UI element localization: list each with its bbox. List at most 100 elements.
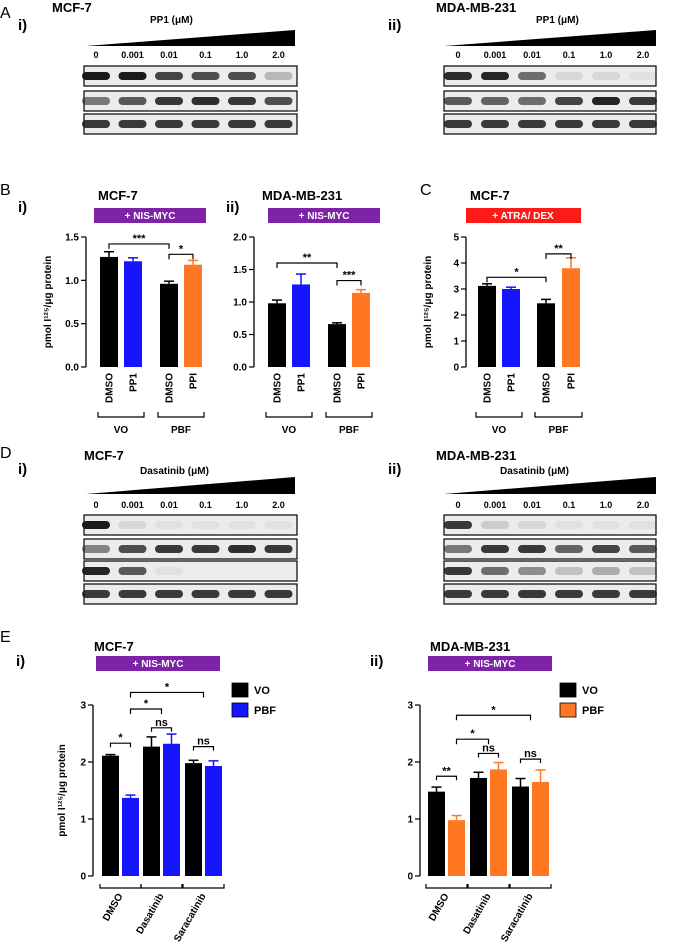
bar — [448, 820, 465, 876]
panel-a: A i) MCF-7 PP1 (μM) 0 0.001 0.01 0.1 1.0 2.0 … — [0, 0, 657, 135]
blot-band — [555, 521, 583, 529]
blot-band — [481, 120, 509, 128]
concentration-label: 1.0 — [236, 50, 249, 60]
blot-band — [555, 567, 583, 575]
group-bracket — [182, 884, 225, 889]
y-tick-label: 3 — [407, 701, 413, 712]
blot-band — [82, 97, 110, 105]
significance-label: ns — [197, 736, 210, 748]
y-tick-label: 1.5 — [65, 233, 79, 244]
blot-band — [228, 545, 256, 553]
significance-bracket — [129, 691, 205, 698]
y-tick-label: 2 — [407, 758, 413, 769]
sub-label-e-ii: ii) — [370, 653, 383, 670]
treatment-banner — [466, 208, 581, 223]
blot-band — [518, 545, 546, 553]
concentration-wedge — [444, 30, 656, 46]
group-bracket — [325, 412, 373, 418]
blot-band — [555, 120, 583, 128]
concentration-labels: 0 0.001 0.01 0.1 1.0 2.0 — [455, 500, 649, 510]
blot-band — [82, 521, 110, 529]
significance-bracket — [455, 738, 490, 745]
bar-chart-e-i: 0 1 2 3 pmol I¹²⁵/μg protein DMSO Dasatinib Sar… — [57, 681, 276, 943]
panel-letter-e: E — [0, 629, 11, 646]
blot-band — [264, 590, 293, 598]
blot-rows — [443, 65, 657, 135]
significance-label: ns — [482, 742, 495, 754]
blot-band — [629, 545, 657, 553]
significance-bracket — [486, 276, 547, 283]
chart-title-b-ii: MDA-MB-231 — [262, 188, 342, 203]
significance-label: * — [179, 243, 184, 255]
blot-band — [481, 545, 509, 553]
dasatinib-title-d-ii: Dasatinib (μM) — [500, 466, 569, 477]
blot-band — [82, 72, 110, 80]
x-tick-label: PPI — [357, 373, 368, 389]
group-label: PBF — [171, 425, 191, 436]
bar — [502, 289, 520, 367]
group-bracket — [425, 884, 468, 889]
significance-label: ns — [155, 717, 168, 729]
bar — [292, 284, 310, 367]
x-tick-label: DMSO — [483, 373, 494, 403]
blot-band — [481, 97, 509, 105]
blot-band — [118, 72, 147, 80]
blot-band — [82, 567, 110, 575]
group-label: VO — [492, 425, 507, 436]
concentration-label: 0 — [455, 500, 460, 510]
concentration-label: 1.0 — [236, 500, 249, 510]
panel-letter-b: B — [0, 182, 11, 199]
significance-bracket — [276, 262, 338, 268]
y-tick-label: 1 — [80, 815, 86, 826]
sub-label-b-ii: ii) — [226, 199, 239, 216]
significance-label: ns — [524, 748, 537, 760]
sub-label-b-i: i) — [18, 199, 27, 216]
panel-c: C MCF-7 + ATRA/ DEX 0 1 2 3 4 5 pmol I¹²⁵/μg p… — [420, 182, 583, 436]
x-tick-label: DMSO — [427, 892, 452, 924]
panel-e: E i) MCF-7 + NIS-MYC 0 1 2 3 pmol I¹²⁵/μg pr… — [0, 629, 604, 944]
blot-strip — [443, 560, 657, 582]
dasatinib-title-d-i: Dasatinib (μM) — [140, 466, 209, 477]
y-tick-label: 1.5 — [233, 265, 247, 276]
significance-label: *** — [343, 270, 357, 282]
bar — [470, 777, 487, 876]
blot-band — [191, 97, 220, 105]
panel-letter-a: A — [0, 5, 11, 22]
concentration-wedge — [444, 477, 656, 494]
blot-strip — [443, 583, 657, 605]
blot-band — [264, 97, 293, 105]
concentration-label: 2.0 — [272, 50, 285, 60]
y-tick-label: 0 — [80, 872, 86, 883]
y-tick-label: 1.0 — [65, 276, 79, 287]
blot-rows — [443, 514, 657, 605]
x-tick-label: DMSO — [165, 373, 176, 403]
group-bracket — [140, 884, 183, 889]
bar — [328, 324, 346, 367]
panel-b: B i) MCF-7 + NIS-MYC 0.0 0.5 1.0 1.5 pmol I¹… — [0, 182, 380, 436]
y-axis-label: pmol I¹²⁵/μg protein — [43, 256, 54, 348]
x-tick-label: Dasatinib — [462, 892, 494, 936]
blot-band — [155, 97, 183, 105]
treatment-banner-label: + NIS-MYC — [299, 211, 350, 222]
blot-rows — [82, 65, 298, 135]
blot-band — [118, 521, 147, 529]
x-tick-label: PPI — [189, 373, 200, 389]
blot-band — [191, 72, 220, 80]
x-tick-label: Saracatinib — [499, 892, 535, 944]
bar — [490, 769, 507, 876]
blot-band — [228, 97, 256, 105]
concentration-label: 0.01 — [523, 50, 541, 60]
pp1-title-a-ii: PP1 (μM) — [536, 15, 579, 26]
significance-label: * — [491, 704, 496, 716]
bar — [537, 303, 555, 367]
group-bracket — [534, 412, 583, 418]
blot-band — [592, 545, 620, 553]
concentration-label: 1.0 — [600, 50, 613, 60]
blot-band — [118, 567, 147, 575]
significance-label: * — [118, 732, 123, 744]
y-tick-label: 1 — [453, 337, 459, 348]
blot-band — [191, 545, 220, 553]
significance-bracket — [519, 758, 542, 764]
